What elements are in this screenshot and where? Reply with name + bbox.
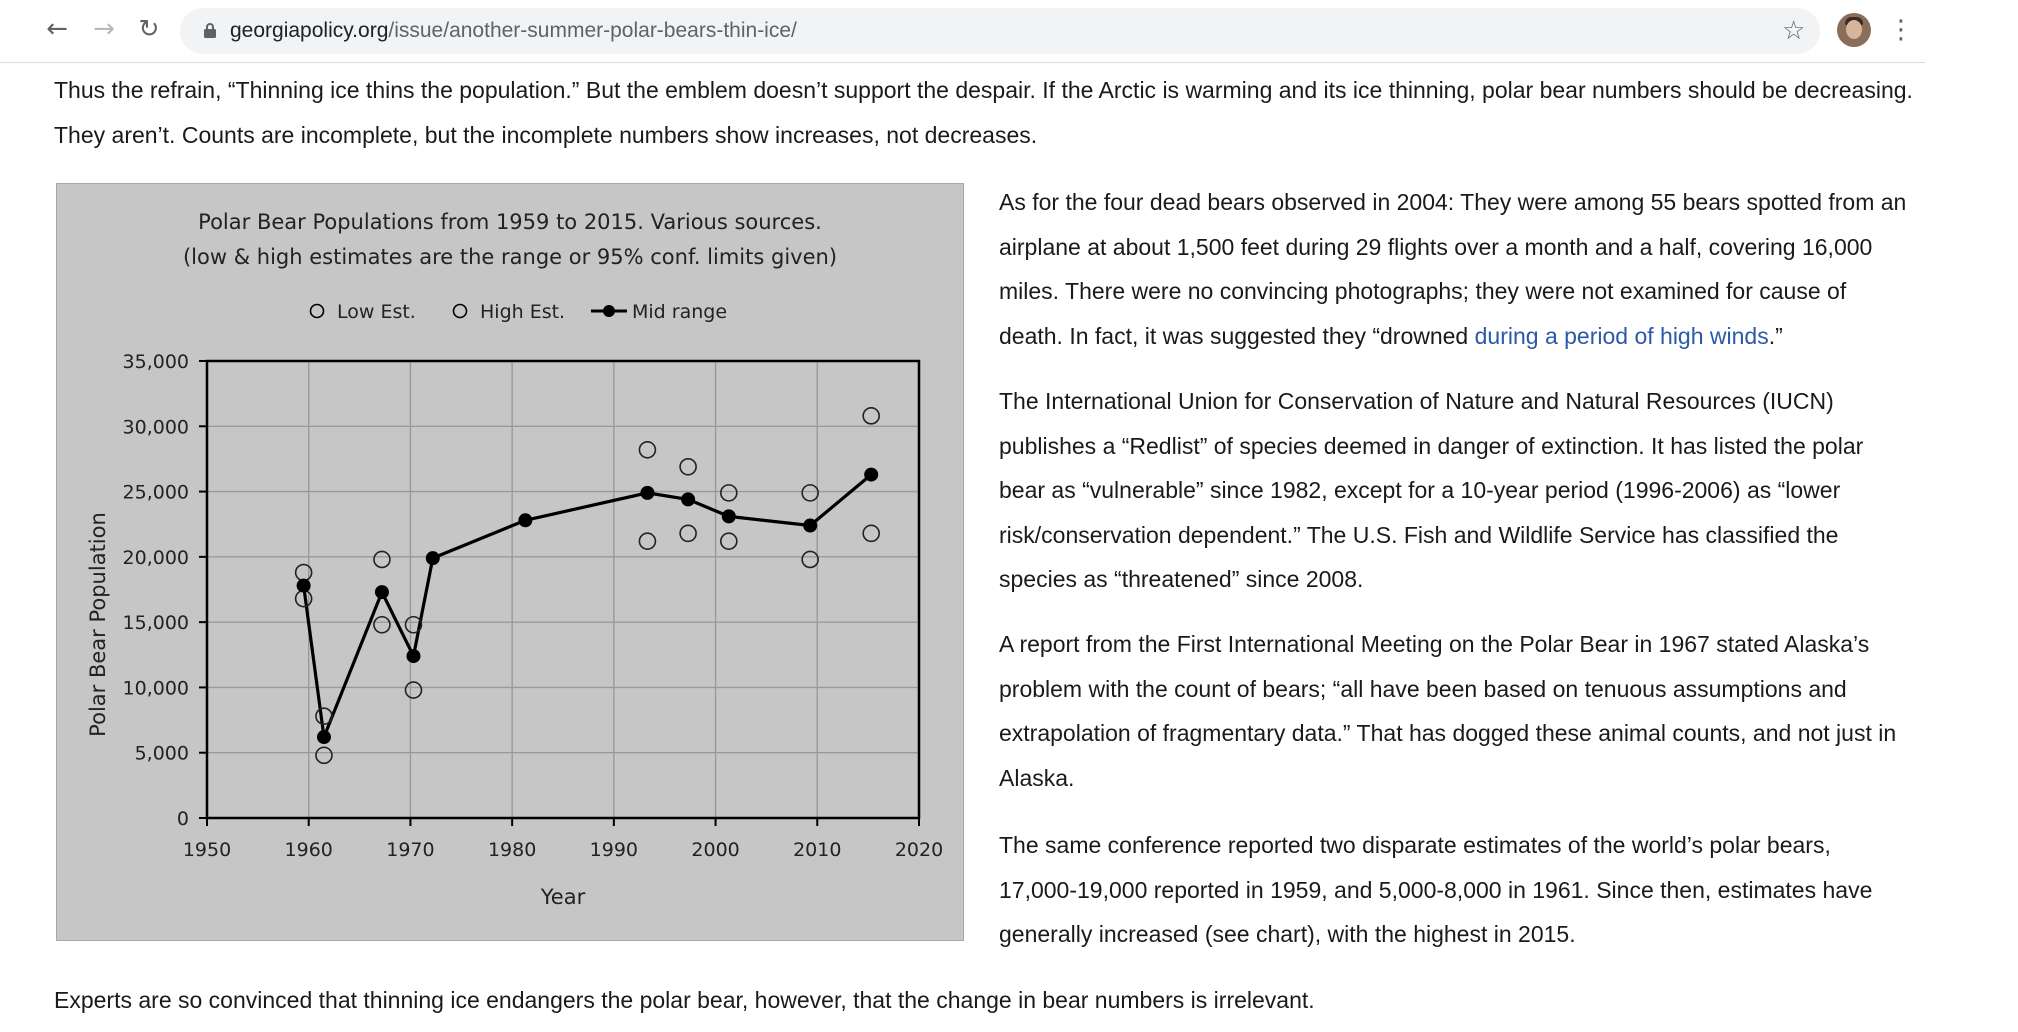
low-estimate-point [404, 681, 423, 699]
legend-label: Low Est. [337, 301, 416, 323]
mid-range-point [721, 509, 736, 524]
x-tick-label: 1980 [488, 839, 536, 861]
y-axis-label: Polar Bear Population [86, 512, 110, 737]
legend-marker [452, 303, 468, 319]
forward-arrow-icon[interactable]: → [93, 14, 115, 44]
low-estimate-point [638, 532, 657, 550]
y-tick-label: 10,000 [123, 677, 189, 699]
plot-frame [205, 359, 921, 820]
url-text[interactable]: georgiapolicy.org/issue/another-summer-p… [230, 8, 797, 54]
closing-paragraph: Experts are so convinced that thinning i… [54, 987, 1315, 1013]
x-tick-label: 1950 [183, 839, 231, 861]
legend-label: High Est. [480, 301, 565, 323]
browser-toolbar: ← → ↻ georgiapolicy.org/issue/another-su… [0, 0, 1925, 63]
high-estimate-point [373, 550, 391, 569]
high-estimate-point [679, 457, 697, 476]
chart-subtitle: (low & high estimates are the range or 9… [183, 245, 837, 269]
legend-marker [603, 305, 615, 317]
low-estimate-point [373, 615, 391, 634]
x-tick-label: 1970 [386, 839, 434, 861]
high-estimate-point [638, 440, 657, 459]
x-tick-label: 2000 [691, 839, 739, 861]
paragraph-iucn: The International Union for Conservation… [999, 388, 1864, 592]
y-tick-label: 0 [177, 808, 189, 830]
x-tick-label: 2020 [895, 839, 943, 861]
x-tick-label: 1960 [285, 839, 333, 861]
avatar[interactable] [1837, 13, 1871, 47]
y-tick-label: 5,000 [135, 743, 189, 765]
mid-range-point [640, 485, 655, 500]
lock-icon [204, 23, 216, 38]
high-estimate-point [801, 484, 819, 502]
paragraph-end: .” [1768, 322, 1783, 349]
address-bar[interactable]: georgiapolicy.org/issue/another-summer-p… [180, 8, 1820, 54]
y-tick-label: 25,000 [123, 482, 189, 504]
low-estimate-point [801, 550, 819, 569]
url-path: /issue/another-summer-polar-bears-thin-i… [388, 19, 797, 42]
y-tick-label: 20,000 [123, 547, 189, 569]
paragraph-estimates: The same conference reported two dispara… [999, 832, 1873, 947]
mid-range-point [518, 513, 533, 528]
x-tick-label: 1990 [590, 839, 638, 861]
x-tick-label: 2010 [793, 839, 841, 861]
legend-label: Mid range [632, 301, 727, 323]
star-icon[interactable]: ☆ [1782, 16, 1806, 46]
mid-range-point [425, 551, 440, 566]
mid-range-point [803, 518, 818, 533]
reload-icon[interactable]: ↻ [138, 14, 160, 43]
x-axis-label: Year [540, 885, 586, 909]
mid-range-line [302, 473, 873, 739]
high-estimate-point [719, 484, 738, 502]
paragraph-text: As for the four dead bears observed in 2… [999, 189, 1907, 349]
y-tick-label: 35,000 [123, 351, 189, 373]
paragraph-1967-meeting: A report from the First International Me… [999, 631, 1897, 791]
mid-range-point [681, 492, 696, 507]
mid-range-point [406, 649, 421, 664]
high-estimate-point [862, 407, 880, 425]
intro-paragraph: Thus the refrain, “Thinning ice thins th… [54, 77, 1913, 148]
high-estimate-point [404, 615, 423, 634]
mid-range-point [374, 585, 389, 600]
back-arrow-icon[interactable]: ← [46, 14, 68, 44]
high-winds-link[interactable]: during a period of high winds [1474, 322, 1769, 349]
paragraph-dead-bears: As for the four dead bears observed in 2… [999, 180, 1914, 358]
legend-marker [309, 303, 325, 319]
url-host: georgiapolicy.org [230, 19, 389, 42]
population-chart: Polar Bear Populations from 1959 to 2015… [56, 183, 964, 941]
chart-title: Polar Bear Populations from 1959 to 2015… [198, 210, 822, 234]
low-estimate-point [719, 532, 738, 550]
y-tick-label: 15,000 [123, 612, 189, 634]
y-tick-label: 30,000 [123, 416, 189, 438]
kebab-menu-icon[interactable]: ⋮ [1888, 15, 1914, 45]
low-estimate-point [315, 746, 333, 765]
mid-range-point [316, 730, 331, 745]
mid-range-point [296, 578, 311, 593]
low-estimate-point [862, 524, 880, 543]
low-estimate-point [679, 524, 697, 543]
high-estimate-point [315, 707, 333, 725]
mid-range-point [864, 467, 879, 482]
chart-svg: Polar Bear Populations from 1959 to 2015… [86, 210, 943, 909]
